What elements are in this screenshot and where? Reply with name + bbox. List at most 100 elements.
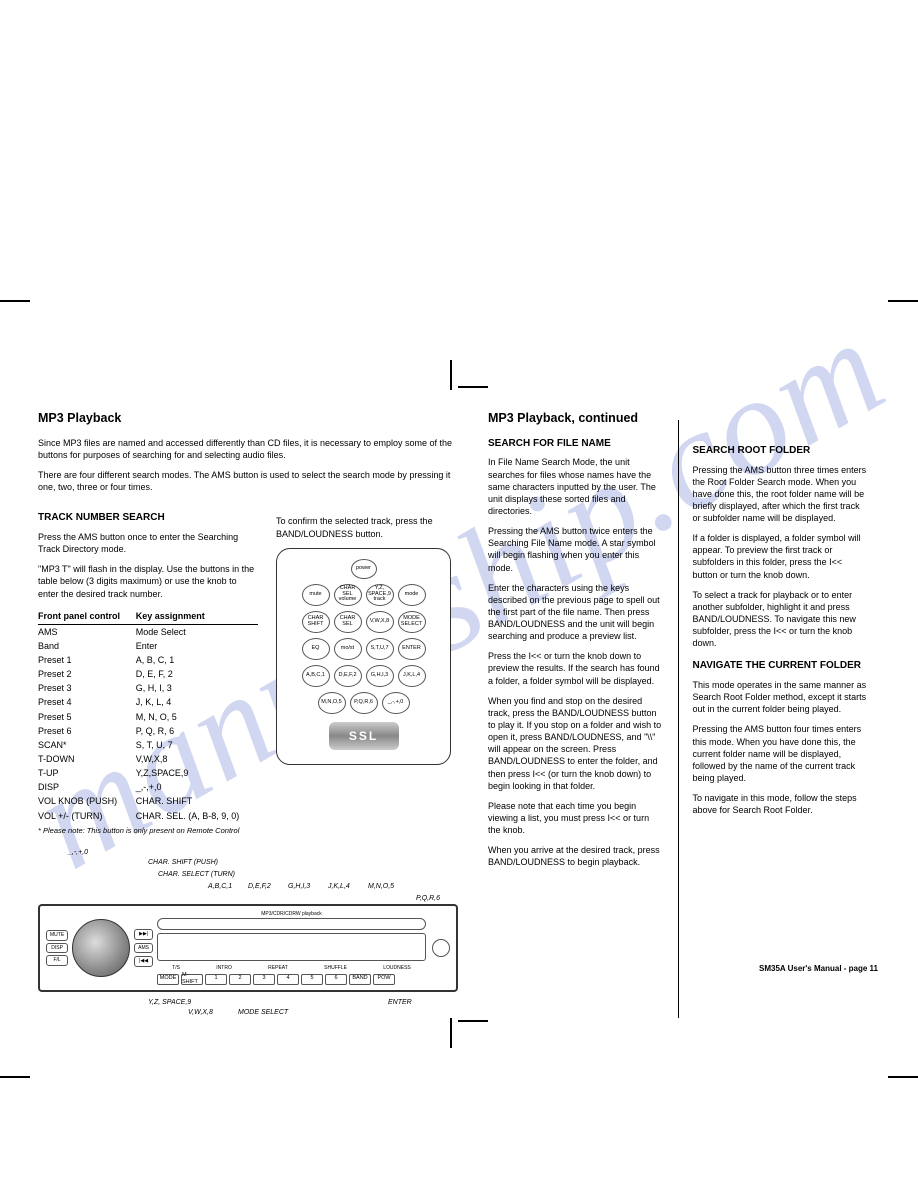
remote-btn: M,N,O,5 <box>318 692 346 714</box>
remote-control-diagram: power mute CHAR SEL volume Y,Z, SPACE,9 … <box>276 548 451 765</box>
preset-button: 3 <box>253 974 275 985</box>
left-title: MP3 Playback <box>38 410 458 427</box>
callout: V,W,X,8 <box>188 1008 213 1017</box>
model-text: MP3/CDR/CDRW playback <box>157 911 426 918</box>
faceplate-btn: MUTE <box>46 930 68 941</box>
remote-btn: D,E,F,2 <box>334 665 362 687</box>
remote-btn: J,K,L,4 <box>398 665 426 687</box>
callout: J,K,L,4 <box>328 882 350 891</box>
confirm-text: To confirm the selected track, press the… <box>276 515 458 539</box>
nv-p3: To navigate in this mode, follow the ste… <box>693 792 869 816</box>
track-p1: Press the AMS button once to enter the S… <box>38 531 258 555</box>
table-row: Preset 4J, K, L, 4 <box>38 695 258 709</box>
remote-btn: A,B,C,1 <box>302 665 330 687</box>
callout: Y,Z, SPACE,9 <box>148 998 191 1007</box>
crop-mark <box>0 1076 30 1078</box>
callout: D,E,F,2 <box>248 882 271 891</box>
disc-slot <box>157 918 426 930</box>
remote-btn: P,Q,R,6 <box>350 692 378 714</box>
rt-p2: If a folder is displayed, a folder symbo… <box>693 532 869 581</box>
table-row: Preset 3G, H, I, 3 <box>38 681 258 695</box>
callout: G,H,I,3 <box>288 882 310 891</box>
fn-p3: Enter the characters using the keys desc… <box>488 582 664 643</box>
volume-knob <box>72 919 130 977</box>
remote-btn: G,H,I,3 <box>366 665 394 687</box>
nav-heading: NAVIGATE THE CURRENT FOLDER <box>693 659 869 673</box>
preset-button: 2 <box>229 974 251 985</box>
label: LOUDNESS <box>383 965 411 972</box>
table-row: VOL +/- (TURN)CHAR. SEL. (A, B-8, 9, 0) <box>38 809 258 823</box>
remote-btn: ENTER <box>398 638 426 660</box>
faceplate-btn: DISP <box>46 943 68 954</box>
left-page: MP3 Playback Since MP3 files are named a… <box>38 410 458 1028</box>
callout: MODE SELECT <box>238 1008 288 1017</box>
crop-mark <box>888 1076 918 1078</box>
crop-mark <box>450 1018 452 1048</box>
remote-btn: Y,Z, SPACE,9 track <box>366 584 394 606</box>
remote-btn: MODE SELECT <box>398 611 426 633</box>
filename-heading: SEARCH FOR FILE NAME <box>488 437 664 451</box>
callout: CHAR. SHIFT (PUSH) <box>148 858 218 867</box>
crop-mark <box>458 1020 488 1022</box>
intro-p1: Since MP3 files are named and accessed d… <box>38 437 458 461</box>
aux-jack <box>432 939 450 957</box>
nv-p1: This mode operates in the same manner as… <box>693 679 869 715</box>
remote-btn: mo/st <box>334 638 362 660</box>
crop-mark <box>0 300 30 302</box>
crop-mark <box>888 300 918 302</box>
remote-btn: S,T,U,7 <box>366 638 394 660</box>
preset-button: 4 <box>277 974 299 985</box>
preset-button: 5 <box>301 974 323 985</box>
fn-p1: In File Name Search Mode, the unit searc… <box>488 456 664 517</box>
fn-p5: When you find and stop on the desired tr… <box>488 695 664 792</box>
remote-btn: mode <box>398 584 426 606</box>
table-row: T-UPY,Z,SPACE,9 <box>38 766 258 780</box>
remote-power-button: power <box>351 559 377 579</box>
callout: _,-,+,0 <box>68 848 88 857</box>
table-row: DISP_,-,+,0 <box>38 780 258 794</box>
table-header-control: Front panel control <box>38 608 136 625</box>
table-row: VOL KNOB (PUSH)CHAR. SHIFT <box>38 794 258 808</box>
label: REPEAT <box>268 965 288 972</box>
table-row: BandEnter <box>38 639 258 653</box>
table-row: SCAN*S, T, U, 7 <box>38 738 258 752</box>
callout: A,B,C,1 <box>208 882 232 891</box>
preset-button: BAND <box>349 974 371 985</box>
table-row: Preset 6P, Q, R, 6 <box>38 724 258 738</box>
label: T/S <box>172 965 180 972</box>
table-row: Preset 2D, E, F, 2 <box>38 667 258 681</box>
remote-btn: V,W,X,8 <box>366 611 394 633</box>
track-search-heading: TRACK NUMBER SEARCH <box>38 511 258 525</box>
lcd-display <box>157 933 426 961</box>
fn-p4: Press the I<< or turn the knob down to p… <box>488 650 664 686</box>
track-p2: "MP3 T" will flash in the display. Use t… <box>38 563 258 599</box>
callout: P,Q,R,6 <box>416 894 440 903</box>
right-page: MP3 Playback, continued SEARCH FOR FILE … <box>488 410 868 1028</box>
ssl-logo: SSL <box>329 722 399 750</box>
remote-btn: mute <box>302 584 330 606</box>
label: INTRO <box>216 965 232 972</box>
table-row: Preset 1A, B, C, 1 <box>38 653 258 667</box>
fn-p2: Pressing the AMS button twice enters the… <box>488 525 664 574</box>
table-row: AMSMode Select <box>38 624 258 639</box>
faceplate-btn: ▶▶| <box>134 929 153 940</box>
fn-p6: Please note that each time you begin vie… <box>488 800 664 836</box>
right-title: MP3 Playback, continued <box>488 410 664 427</box>
key-assignment-table: Front panel control Key assignment AMSMo… <box>38 608 258 823</box>
table-row: Preset 5M, N, O, 5 <box>38 710 258 724</box>
table-header-key: Key assignment <box>136 608 258 625</box>
column-divider <box>678 420 679 1018</box>
remote-btn: CHAR SHIFT <box>302 611 330 633</box>
root-heading: SEARCH ROOT FOLDER <box>693 444 869 458</box>
preset-button: MODE <box>157 974 179 985</box>
nv-p2: Pressing the AMS button four times enter… <box>693 723 869 784</box>
preset-button: M-SHIFT <box>181 974 203 985</box>
remote-btn: CHAR SEL <box>334 611 362 633</box>
label: SHUFFLE <box>324 965 347 972</box>
callout: M,N,O,5 <box>368 882 394 891</box>
fn-p7: When you arrive at the desired track, pr… <box>488 844 664 868</box>
remote-btn: CHAR SEL volume <box>334 584 362 606</box>
callout: ENTER <box>388 998 412 1007</box>
faceplate-btn: AMS <box>134 943 153 954</box>
crop-mark <box>458 386 488 388</box>
